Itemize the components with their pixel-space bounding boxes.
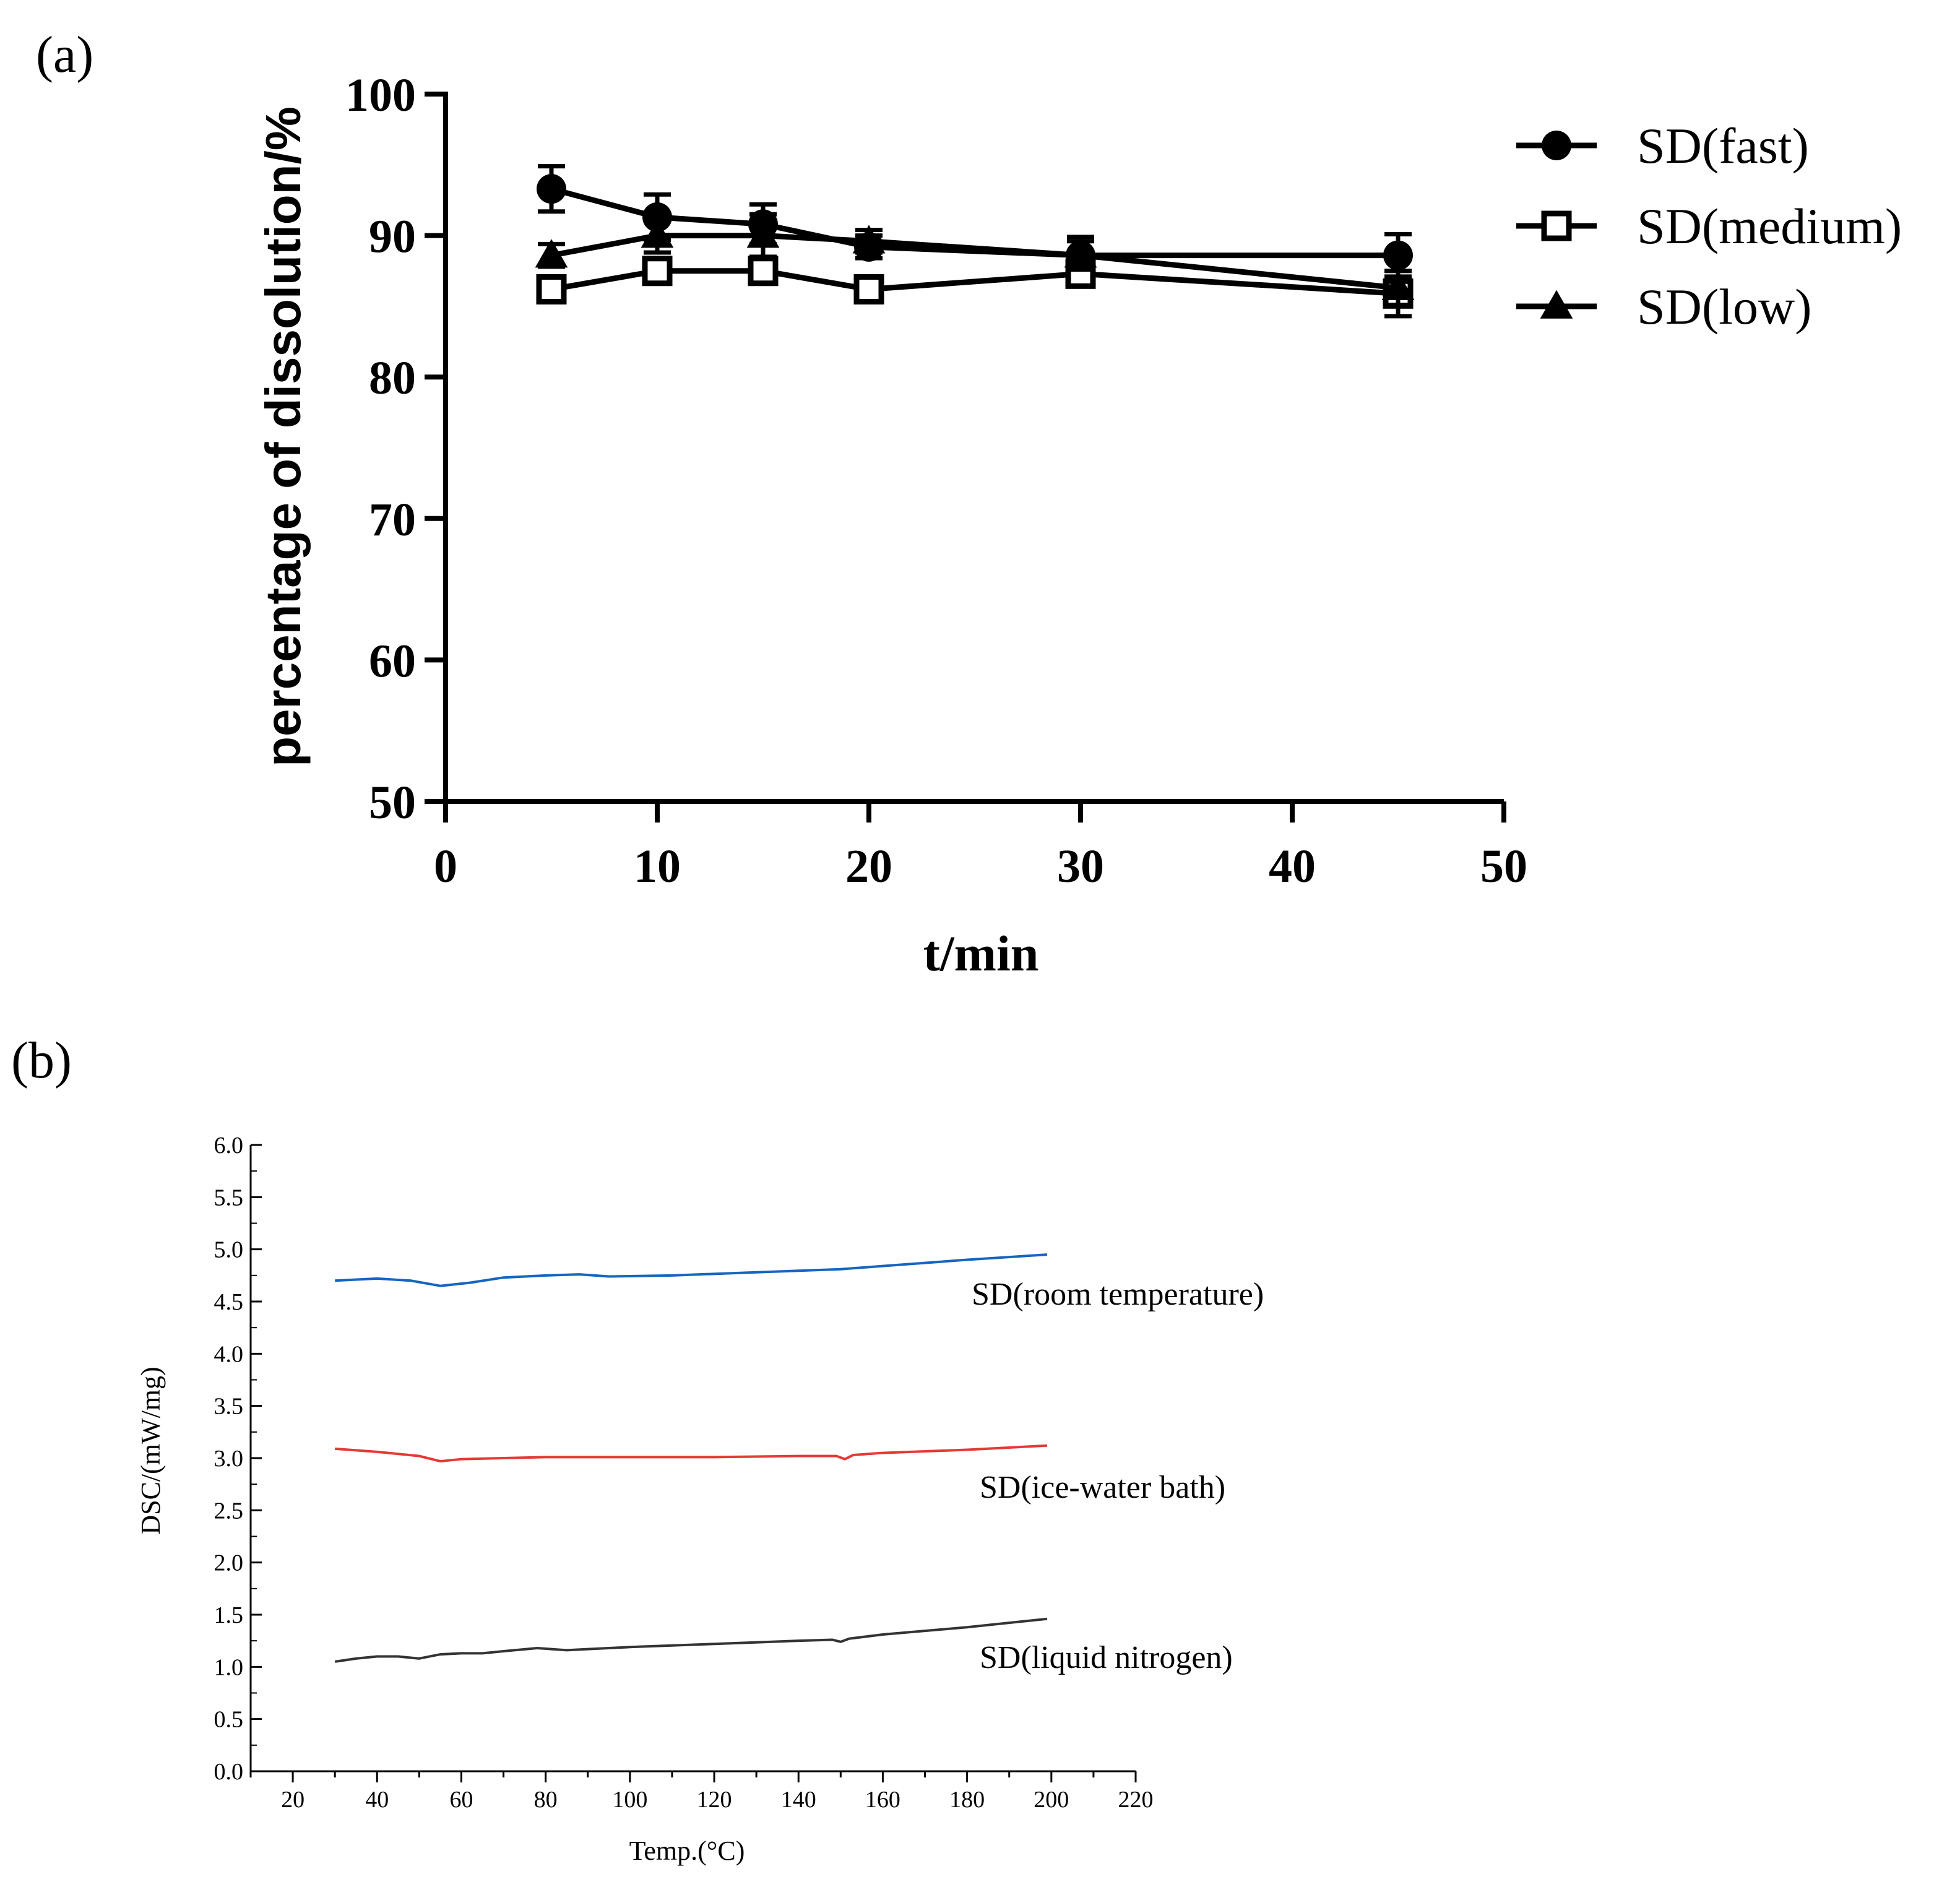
y-tick-label: 2.5 [214,1498,244,1524]
chart-b: 0.0 0.5 1.0 1.5 2.0 2.5 3.0 3.5 4.0 4.5 5.0 5.5 6.0 2… [136,1133,1264,1866]
series-line [551,233,1399,291]
x-tick-label: 50 [1480,840,1527,892]
x-tick-label: 180 [949,1787,985,1813]
x-tick-label: 10 [634,840,681,892]
y-axis-title: percentage of dissolution/% [256,106,311,767]
legend-marker [1540,290,1573,319]
data-point [852,225,886,254]
legend: SD(fast) SD(medium) SD(low) [1516,118,1902,335]
y-tick-label: 0.0 [214,1759,244,1785]
x-tick-label: 20 [845,840,892,892]
y-tick-label: 2.0 [214,1550,244,1576]
data-point [536,274,567,304]
data-point [1064,239,1097,268]
curve-annotation: SD(ice-water bath) [980,1470,1225,1505]
y-tick-label: 90 [369,211,416,263]
y-tick-label: 1.5 [214,1602,244,1628]
x-tick-label: 30 [1057,840,1104,892]
y-axis-title: DSC/(mW/mg) [136,1367,166,1534]
x-tick-label: 40 [365,1787,389,1813]
series-square [536,256,1414,319]
x-tick-label: 120 [697,1787,732,1813]
y-tick-label: 3.5 [214,1394,244,1420]
x-tick-label: 100 [612,1787,647,1813]
legend-marker [1541,210,1572,241]
data-point [746,219,780,248]
data-point [853,274,884,304]
x-tick-label: 220 [1118,1787,1154,1813]
dsc-curve-1 [335,1253,1048,1287]
y-tick-label: 5.0 [214,1237,244,1263]
data-point [641,219,674,248]
data-point [1381,271,1415,300]
legend-label: SD(fast) [1637,118,1809,174]
y-tick-label: 6.0 [214,1133,244,1159]
data-point [642,256,673,287]
x-tick-label: 40 [1269,840,1316,892]
x-tick-label: 80 [534,1787,558,1813]
panel-a-label: (a) [36,26,94,84]
y-tick-label: 1.0 [214,1654,244,1680]
x-tick-label: 140 [781,1787,816,1813]
panel-b-label: (b) [11,1032,72,1089]
series-line [551,268,1399,296]
dsc-curve-2 [335,1444,1048,1463]
x-axis-title: Temp.(°C) [629,1836,745,1866]
chart-a: 50 60 70 80 90 100 0 10 20 30 40 50 t/min percentage … [256,69,1902,982]
data-point [748,256,779,287]
y-tick-label: 60 [369,635,416,687]
y-tick-label: 5.5 [214,1185,244,1211]
curve-annotation: SD(liquid nitrogen) [980,1640,1233,1675]
data-point [1383,240,1413,270]
x-tick-label: 20 [281,1787,304,1813]
y-tick-label: 100 [345,69,416,121]
y-tick-label: 70 [369,494,416,546]
y-tick-label: 4.5 [214,1289,244,1315]
legend-label: SD(low) [1637,279,1811,335]
data-point [537,174,566,204]
y-tick-label: 80 [369,352,416,404]
series-triangle [535,212,1415,308]
x-tick-label: 60 [449,1787,473,1813]
curve-annotation: SD(room temperature) [972,1277,1264,1312]
y-tick-label: 3.0 [214,1446,244,1472]
legend-label: SD(medium) [1637,198,1902,254]
x-tick-label: 160 [865,1787,900,1813]
x-tick-label: 200 [1034,1787,1069,1813]
data-point [535,239,568,268]
x-axis-title: t/min [923,925,1039,982]
y-tick-label: 4.0 [214,1341,244,1367]
x-tick-label: 0 [434,840,457,892]
legend-marker [1542,131,1571,160]
y-tick-label: 50 [369,777,416,829]
y-tick-label: 0.5 [214,1707,244,1733]
dsc-curve-3 [334,1617,1048,1663]
series-line [550,186,1398,259]
